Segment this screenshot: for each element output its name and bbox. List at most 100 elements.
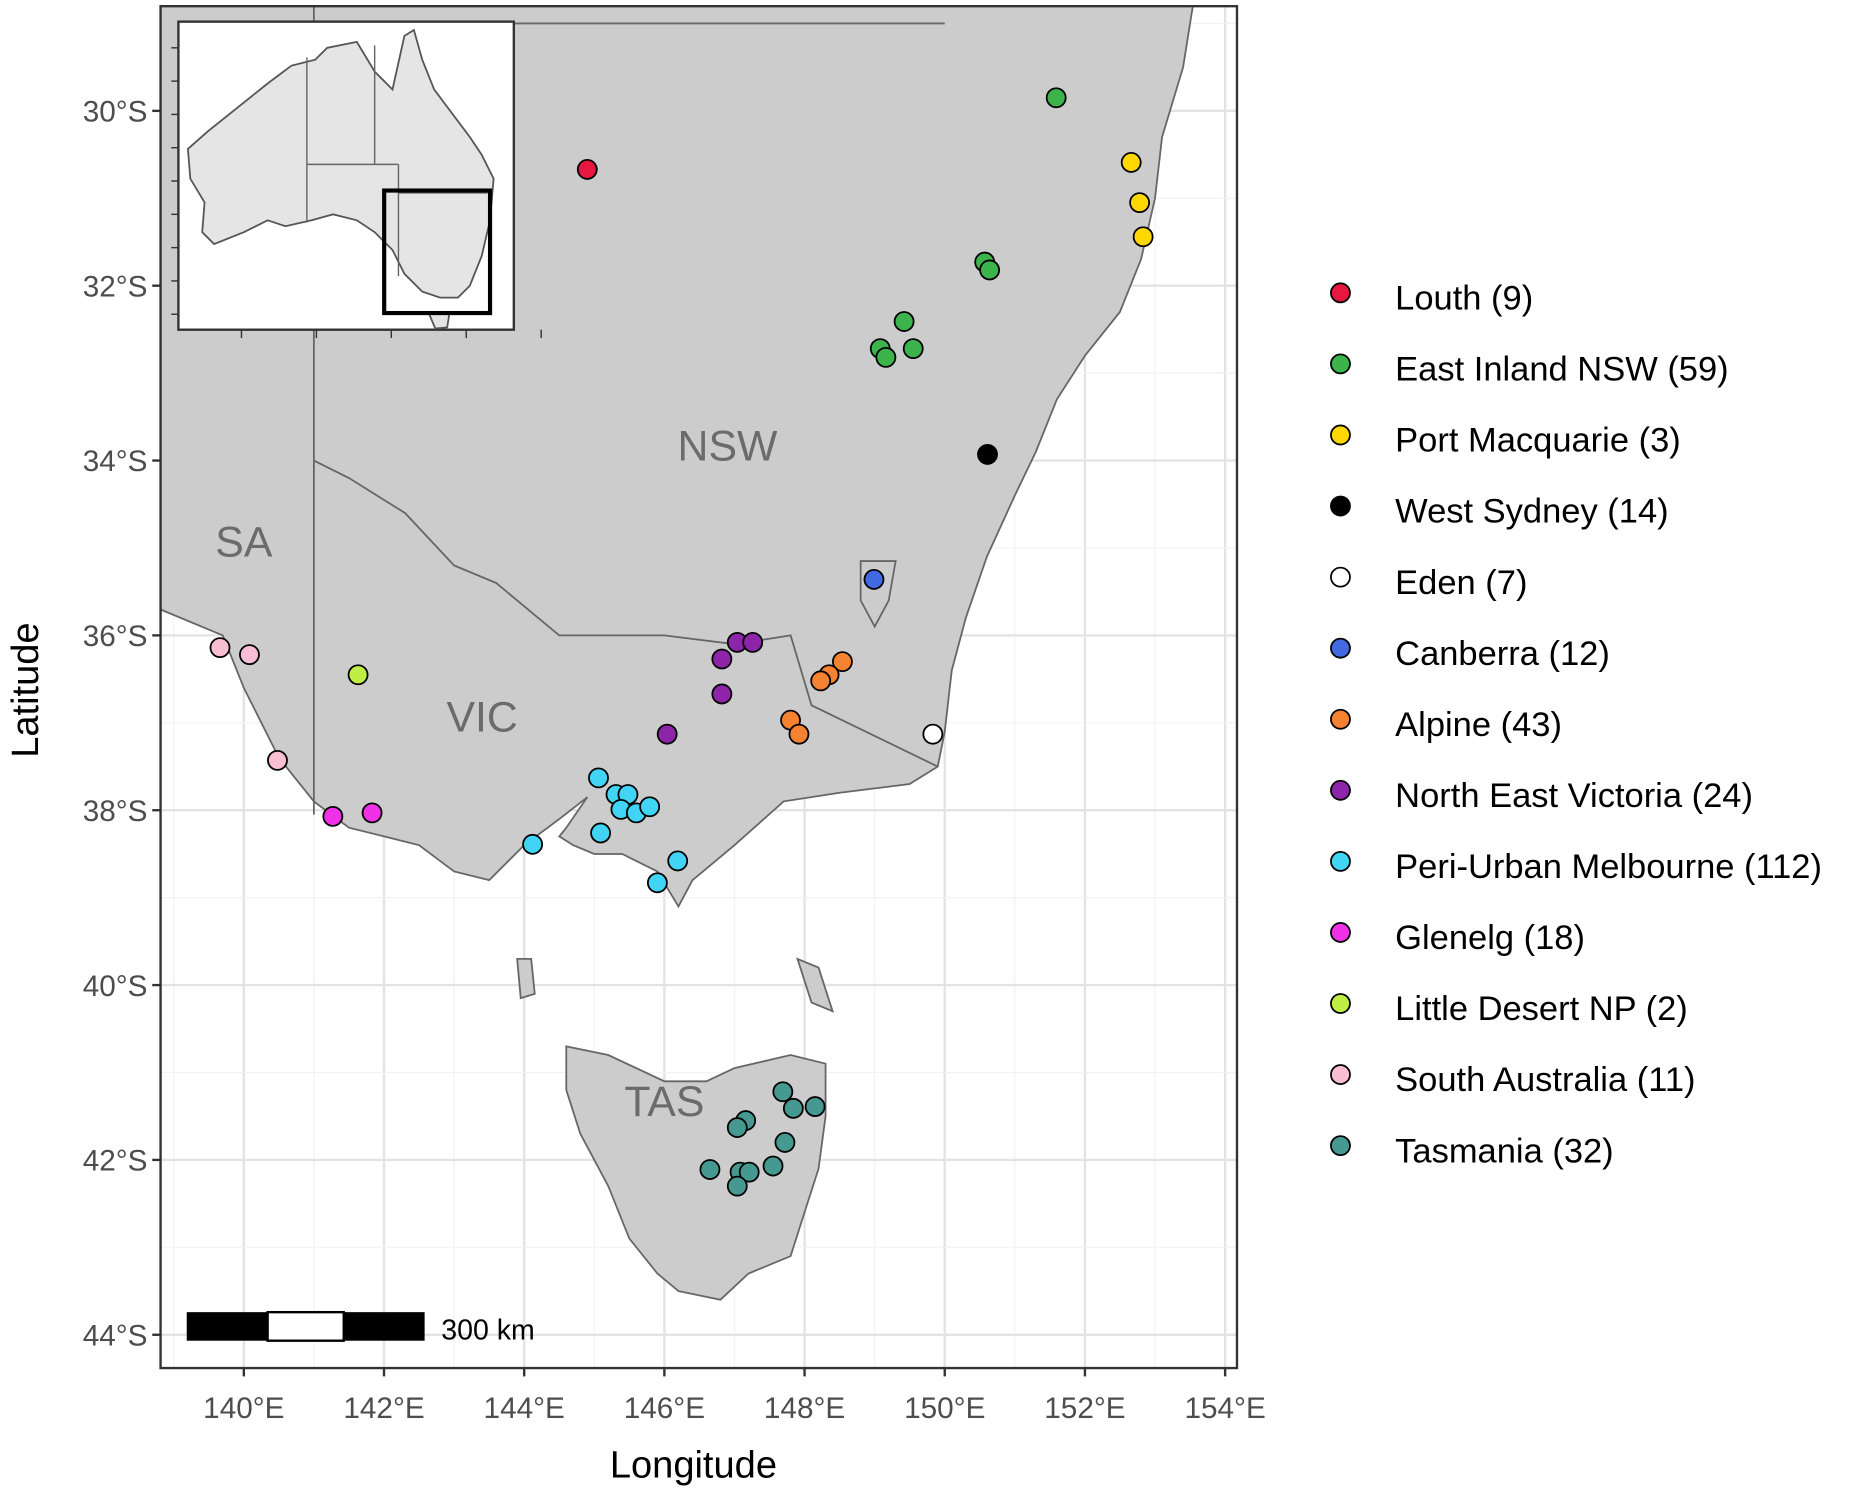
x-tick-label: 144°E — [484, 1392, 565, 1425]
legend-key-icon — [1330, 353, 1351, 375]
legend-item: South Australia (11) — [1330, 1061, 1695, 1099]
data-point — [522, 833, 544, 855]
legend-item: East Inland NSW (59) — [1330, 351, 1729, 389]
data-point — [774, 1132, 796, 1153]
legend-item: Peri-Urban Melbourne (112) — [1330, 848, 1822, 886]
legend-item: Eden (7) — [1330, 564, 1527, 602]
data-point — [699, 1159, 721, 1180]
data-point — [738, 1161, 760, 1183]
legend-key-icon — [1330, 850, 1351, 872]
y-tick-label: 40°S — [83, 970, 148, 1003]
data-point — [875, 346, 897, 368]
legend-label: North East Victoria (24) — [1395, 777, 1753, 815]
data-point — [1129, 192, 1151, 214]
panel-border — [159, 4, 1239, 1370]
data-point — [902, 338, 924, 360]
legend-key-icon — [1330, 424, 1351, 446]
inset-extent-box — [382, 188, 493, 316]
legend-item: Tasmania (32) — [1330, 1132, 1614, 1170]
data-point — [239, 644, 260, 666]
data-point — [267, 749, 288, 771]
data-point — [977, 444, 998, 465]
flinders-island — [796, 957, 835, 1013]
data-points — [209, 87, 1154, 1197]
region-label-vic: VIC — [446, 694, 517, 742]
data-point — [1045, 87, 1067, 109]
x-tick-label: 142°E — [343, 1392, 424, 1425]
scale-bar-label: 300 km — [441, 1315, 535, 1347]
data-point — [639, 796, 661, 818]
region-label-tas: TAS — [624, 1078, 704, 1126]
legend-key-icon — [1330, 495, 1351, 517]
scale-bar-segment — [186, 1312, 268, 1341]
legend-key-icon — [1330, 708, 1351, 730]
legend-key-icon — [1330, 922, 1351, 943]
axes: 140°E 142°E 144°E 146°E 148°E 150°E 152°E 154°E… — [83, 96, 1266, 1425]
data-point — [893, 311, 915, 332]
data-point — [979, 259, 1001, 281]
legend-item: Alpine (43) — [1330, 706, 1562, 744]
data-point — [863, 569, 885, 590]
data-point — [209, 637, 231, 659]
y-tick-label: 34°S — [83, 445, 148, 478]
legend-label: Canberra (12) — [1395, 635, 1610, 673]
king-island — [516, 958, 536, 1000]
data-point — [590, 822, 612, 844]
region-label-sa: SA — [215, 519, 273, 567]
y-axis-title: Latitude — [5, 622, 47, 757]
data-point — [646, 872, 668, 894]
region-label-nsw: NSW — [678, 423, 778, 471]
data-point — [742, 631, 764, 653]
data-point — [832, 651, 853, 673]
data-point — [361, 802, 383, 824]
y-tick-label: 38°S — [83, 795, 148, 828]
legend-key-icon — [1330, 637, 1351, 659]
legend-item: Glenelg (18) — [1330, 919, 1585, 957]
region-labels: NSW SA VIC TAS — [215, 423, 778, 1127]
data-point — [726, 1175, 748, 1197]
data-point — [576, 159, 598, 180]
legend-item: Port Macquarie (3) — [1330, 422, 1681, 460]
legend-label: Eden (7) — [1395, 564, 1527, 602]
y-tick-label: 36°S — [83, 620, 148, 653]
data-point — [726, 1117, 748, 1138]
legend-label: Peri-Urban Melbourne (112) — [1395, 848, 1822, 886]
tasmania-landmass — [565, 1045, 827, 1301]
data-point — [762, 1155, 784, 1177]
data-point — [1120, 152, 1142, 173]
legend-label: Louth (9) — [1395, 279, 1533, 317]
legend-label: South Australia (11) — [1395, 1061, 1695, 1099]
y-tick-label: 30°S — [83, 96, 148, 129]
legend-item: Canberra (12) — [1330, 635, 1610, 673]
x-tick-label: 146°E — [624, 1392, 705, 1425]
legend-item: North East Victoria (24) — [1330, 777, 1753, 815]
legend-key-icon — [1330, 1135, 1351, 1157]
legend-key-icon — [1330, 566, 1351, 588]
x-tick-label: 154°E — [1184, 1392, 1265, 1425]
scale-bar-segment — [266, 1310, 345, 1342]
x-tick-label: 152°E — [1044, 1392, 1125, 1425]
nsw-vic-border — [313, 459, 939, 768]
data-point — [922, 723, 944, 745]
legend-label: Glenelg (18) — [1395, 919, 1585, 957]
legend-item: Louth (9) — [1330, 279, 1533, 317]
data-point — [1132, 226, 1154, 248]
legend: Louth (9) East Inland NSW (59) Port Macqua… — [1330, 279, 1822, 1170]
legend-key-icon — [1330, 779, 1351, 801]
x-tick-label: 140°E — [203, 1392, 284, 1425]
y-tick-label: 42°S — [83, 1145, 148, 1178]
x-axis-title: Longitude — [610, 1444, 777, 1486]
data-point — [667, 850, 689, 872]
x-tick-label: 150°E — [904, 1392, 985, 1425]
act-border — [859, 560, 897, 629]
y-tick-label: 32°S — [83, 270, 148, 303]
legend-key-icon — [1330, 993, 1351, 1014]
scale-bar: 300 km — [186, 1310, 535, 1347]
legend-label: Port Macquarie (3) — [1395, 422, 1681, 460]
legend-label: East Inland NSW (59) — [1395, 351, 1728, 389]
legend-label: Alpine (43) — [1395, 706, 1562, 744]
x-tick-label: 148°E — [764, 1392, 845, 1425]
data-point — [810, 670, 832, 692]
data-point — [322, 805, 344, 827]
